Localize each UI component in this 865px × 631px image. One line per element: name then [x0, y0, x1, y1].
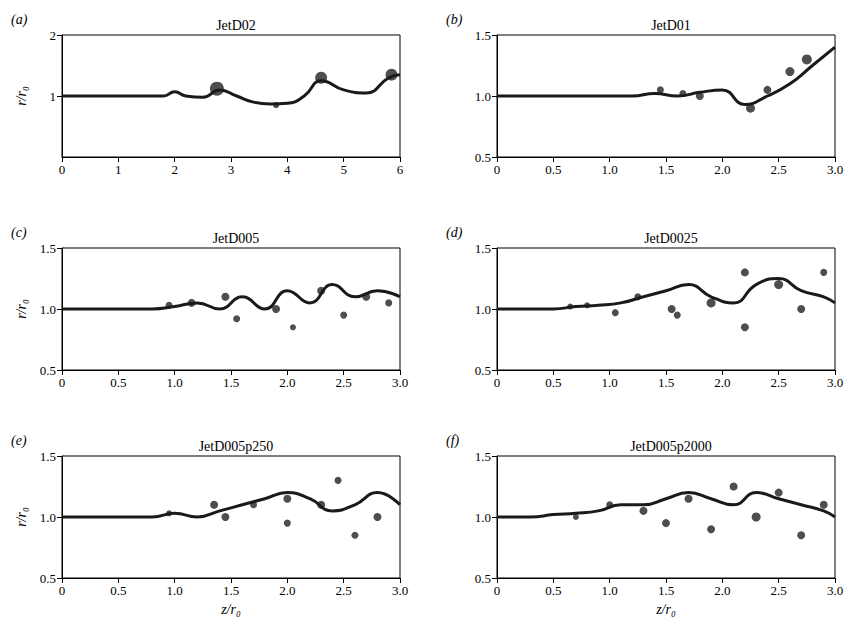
svg-text:r/r₀: r/r₀ — [14, 507, 29, 527]
svg-text:1.0: 1.0 — [475, 302, 491, 317]
svg-text:4: 4 — [284, 162, 291, 177]
svg-text:3.0: 3.0 — [392, 583, 408, 598]
svg-text:0.5: 0.5 — [545, 162, 561, 177]
svg-text:2.5: 2.5 — [336, 583, 352, 598]
svg-text:(b): (b) — [446, 12, 463, 28]
svg-text:3.0: 3.0 — [827, 583, 843, 598]
svg-text:1.0: 1.0 — [40, 302, 56, 317]
svg-text:2.0: 2.0 — [279, 583, 295, 598]
svg-text:0.5: 0.5 — [110, 375, 126, 390]
svg-text:1.5: 1.5 — [475, 241, 491, 256]
svg-text:2.5: 2.5 — [771, 162, 787, 177]
svg-text:0: 0 — [59, 583, 66, 598]
svg-text:2.5: 2.5 — [771, 583, 787, 598]
svg-text:2.0: 2.0 — [714, 375, 730, 390]
svg-text:1: 1 — [50, 89, 57, 104]
svg-text:2.0: 2.0 — [279, 375, 295, 390]
svg-text:JetD0025: JetD0025 — [644, 231, 698, 246]
svg-text:5: 5 — [340, 162, 347, 177]
svg-text:JetD005p2000: JetD005p2000 — [630, 439, 712, 454]
svg-text:0: 0 — [59, 375, 66, 390]
svg-text:1.0: 1.0 — [167, 583, 183, 598]
svg-text:0.5: 0.5 — [475, 571, 491, 586]
svg-text:z/r₀: z/r₀ — [220, 602, 241, 617]
svg-text:0: 0 — [59, 162, 66, 177]
svg-text:1.0: 1.0 — [475, 89, 491, 104]
svg-text:6: 6 — [397, 162, 404, 177]
svg-text:JetD005p250: JetD005p250 — [199, 439, 274, 454]
svg-text:3.0: 3.0 — [827, 162, 843, 177]
svg-text:1.5: 1.5 — [475, 28, 491, 43]
svg-text:0.5: 0.5 — [40, 571, 56, 586]
svg-text:0.5: 0.5 — [545, 375, 561, 390]
svg-text:z/r₀: z/r₀ — [655, 602, 676, 617]
svg-text:1.5: 1.5 — [658, 583, 674, 598]
svg-text:2.5: 2.5 — [336, 375, 352, 390]
svg-text:0: 0 — [494, 162, 501, 177]
svg-text:1.0: 1.0 — [40, 510, 56, 525]
svg-text:0.5: 0.5 — [475, 150, 491, 165]
svg-text:1.0: 1.0 — [602, 162, 618, 177]
svg-text:2: 2 — [50, 28, 57, 43]
svg-text:0.5: 0.5 — [40, 363, 56, 378]
svg-text:3: 3 — [228, 162, 235, 177]
svg-text:0.5: 0.5 — [110, 583, 126, 598]
svg-text:JetD005: JetD005 — [213, 231, 260, 246]
svg-text:0.5: 0.5 — [545, 583, 561, 598]
svg-text:(d): (d) — [446, 225, 463, 241]
svg-text:2.0: 2.0 — [714, 162, 730, 177]
svg-text:(f): (f) — [446, 433, 460, 449]
svg-text:(e): (e) — [11, 433, 27, 449]
svg-text:0: 0 — [494, 583, 501, 598]
svg-text:1.5: 1.5 — [658, 375, 674, 390]
svg-text:JetD01: JetD01 — [651, 18, 691, 33]
svg-text:3.0: 3.0 — [827, 375, 843, 390]
svg-text:1.5: 1.5 — [475, 449, 491, 464]
svg-text:2.5: 2.5 — [771, 375, 787, 390]
svg-text:1.5: 1.5 — [658, 162, 674, 177]
svg-text:1: 1 — [115, 162, 122, 177]
svg-text:1.5: 1.5 — [223, 375, 239, 390]
svg-text:1.5: 1.5 — [223, 583, 239, 598]
svg-text:JetD02: JetD02 — [216, 18, 256, 33]
svg-text:3.0: 3.0 — [392, 375, 408, 390]
svg-text:1.0: 1.0 — [602, 375, 618, 390]
svg-text:0.5: 0.5 — [475, 363, 491, 378]
svg-text:1.0: 1.0 — [167, 375, 183, 390]
svg-text:1.0: 1.0 — [602, 583, 618, 598]
svg-text:(a): (a) — [11, 12, 28, 28]
svg-text:r/r₀: r/r₀ — [14, 86, 29, 106]
svg-text:1.5: 1.5 — [40, 449, 56, 464]
svg-text:2: 2 — [171, 162, 178, 177]
svg-text:1.0: 1.0 — [475, 510, 491, 525]
svg-text:r/r₀: r/r₀ — [14, 299, 29, 319]
svg-text:1.5: 1.5 — [40, 241, 56, 256]
svg-text:0: 0 — [494, 375, 501, 390]
svg-text:2.0: 2.0 — [714, 583, 730, 598]
svg-text:(c): (c) — [11, 225, 27, 241]
